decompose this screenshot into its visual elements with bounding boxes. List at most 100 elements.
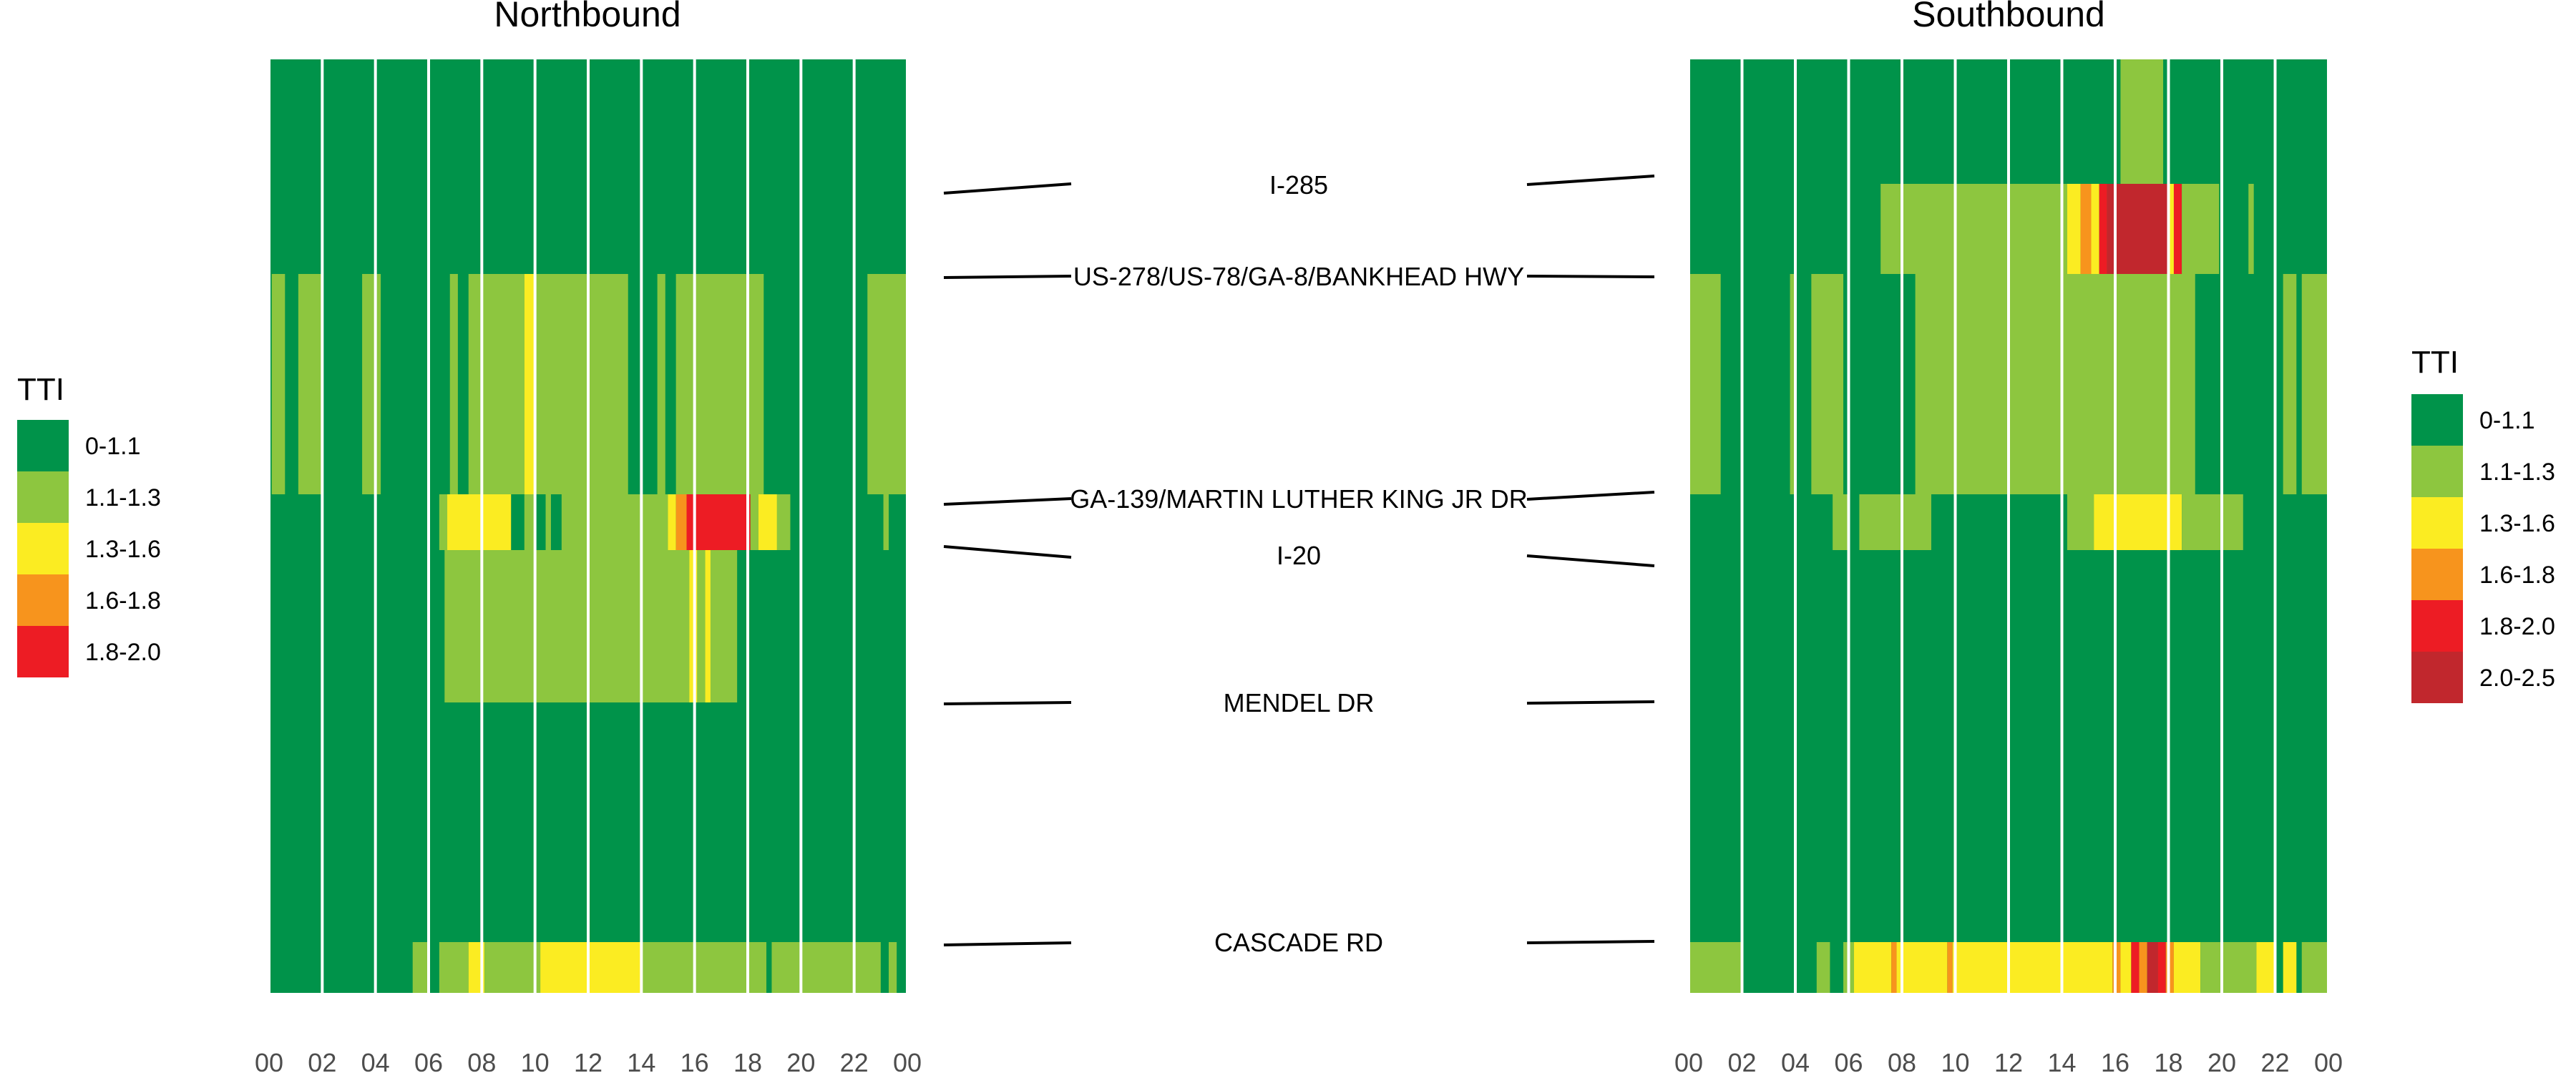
nb-cell-26 <box>710 550 738 702</box>
nb-cell-33 <box>771 942 881 993</box>
nb-x-tick-label: 06 <box>414 1048 443 1073</box>
location-label: I-20 <box>1277 541 1321 570</box>
nb-cell-3 <box>449 274 458 494</box>
sb-cell-11 <box>1689 274 1721 494</box>
connector-right <box>1526 491 1655 501</box>
sb-cell-10 <box>2248 184 2254 274</box>
nb-cell-5 <box>524 274 535 494</box>
sb-legend-title: TTI <box>2411 345 2459 380</box>
sb-cell-21 <box>2182 494 2243 550</box>
northbound-title: Northbound <box>494 0 680 34</box>
nb-legend-swatch <box>17 626 69 677</box>
location-label: I-285 <box>1269 170 1328 200</box>
sb-x-tick-label: 00 <box>2314 1048 2343 1073</box>
nb-cell-24 <box>697 550 706 702</box>
sb-cell-39 <box>2256 942 2275 993</box>
sb-x-tick-label: 04 <box>1781 1048 1810 1073</box>
sb-legend-label: 1.8-2.0 <box>2479 613 2555 640</box>
nb-cell-25 <box>705 550 711 702</box>
northbound-heatmap <box>268 59 909 993</box>
sb-cell-2 <box>2067 184 2081 274</box>
sb-cell-12 <box>1790 274 1795 494</box>
connector-left <box>943 701 1072 705</box>
nb-cell-22 <box>444 550 690 702</box>
sb-cell-37 <box>2173 942 2201 993</box>
connector-left <box>943 182 1072 195</box>
sb-x-tick-label: 22 <box>2260 1048 2289 1073</box>
nb-x-tick-label: 22 <box>840 1048 869 1073</box>
sb-cell-6 <box>2107 184 2169 274</box>
sb-cell-41 <box>2301 942 2328 993</box>
sb-legend-swatch <box>2411 549 2463 600</box>
nb-x-tick-label: 00 <box>893 1048 922 1073</box>
sb-cell-13 <box>1811 274 1844 494</box>
nb-cell-1 <box>298 274 323 494</box>
nb-x-tick-label: 14 <box>627 1048 655 1073</box>
sb-cell-23 <box>1816 942 1830 993</box>
nb-cell-7 <box>657 274 665 494</box>
nb-cell-27 <box>412 942 429 993</box>
sb-legend-label: 1.1-1.3 <box>2479 459 2555 486</box>
sb-x-tick-label: 20 <box>2207 1048 2236 1073</box>
connector-left <box>943 275 1072 279</box>
nb-legend-label: 1.8-2.0 <box>85 639 161 666</box>
sb-cell-19 <box>2067 494 2094 550</box>
nb-legend-swatch <box>17 420 69 471</box>
connector-left <box>943 497 1072 506</box>
sb-legend-label: 1.6-1.8 <box>2479 562 2555 589</box>
nb-cell-32 <box>641 942 767 993</box>
nb-cell-10 <box>439 494 448 550</box>
sb-cell-4 <box>2091 184 2099 274</box>
sb-x-tick-label: 10 <box>1941 1048 1969 1073</box>
nb-cell-4 <box>468 274 525 494</box>
sb-x-tick-label: 08 <box>1888 1048 1916 1073</box>
sb-x-tick-label: 06 <box>1834 1048 1863 1073</box>
connector-right <box>1526 175 1655 186</box>
sb-legend-label: 0-1.1 <box>2479 407 2535 434</box>
sb-cell-15 <box>2283 274 2297 494</box>
sb-cell-34 <box>2147 942 2158 993</box>
sb-cell-1 <box>1880 184 2067 274</box>
nb-x-tick-label: 20 <box>786 1048 815 1073</box>
sb-cell-17 <box>1833 494 1849 550</box>
nb-cell-18 <box>750 494 758 550</box>
nb-cell-2 <box>362 274 381 494</box>
sb-x-tick-label: 14 <box>2047 1048 2076 1073</box>
sb-x-tick-label: 12 <box>1994 1048 2023 1073</box>
sb-cell-3 <box>2080 184 2092 274</box>
location-label: US-278/US-78/GA-8/BANKHEAD HWY <box>1073 262 1524 291</box>
nb-x-tick-label: 08 <box>467 1048 496 1073</box>
sb-cell-22 <box>1689 942 1742 993</box>
nb-legend-label: 1.6-1.8 <box>85 587 161 614</box>
southbound-tti-legend: TTI 0-1.1 1.1-1.3 1.3-1.6 1.6-1.8 1.8-2.0 2.0-… <box>2411 345 2555 703</box>
nb-legend-swatch <box>17 574 69 626</box>
nb-cell-0 <box>271 274 286 494</box>
nb-x-tick-label: 18 <box>733 1048 762 1073</box>
nb-legend-swatch <box>17 471 69 523</box>
connector-left <box>943 941 1072 946</box>
nb-cell-6 <box>535 274 628 494</box>
nb-x-tick-label: 16 <box>680 1048 709 1073</box>
connector-right <box>1526 554 1655 567</box>
nb-cell-14 <box>561 494 668 550</box>
sb-legend-swatch <box>2411 394 2463 446</box>
sb-cell-18 <box>1859 494 1931 550</box>
location-label: GA-139/MARTIN LUTHER KING JR DR <box>1070 484 1527 514</box>
sb-cell-31 <box>2120 942 2132 993</box>
nb-x-tick-label: 12 <box>574 1048 602 1073</box>
nb-legend-label: 1.3-1.6 <box>85 536 161 563</box>
nb-cell-8 <box>675 274 764 494</box>
nb-cell-16 <box>675 494 687 550</box>
nb-x-tick-label: 10 <box>521 1048 550 1073</box>
sb-legend-swatch <box>2411 600 2463 652</box>
sb-legend-swatch <box>2411 497 2463 549</box>
sb-cell-16 <box>2301 274 2328 494</box>
sb-cell-33 <box>2139 942 2147 993</box>
sb-cell-25 <box>1853 942 1892 993</box>
nb-cell-21 <box>883 494 889 550</box>
location-labels: I-285 US-278/US-78/GA-8/BANKHEAD HWY GA-13… <box>1070 170 1527 957</box>
sb-cell-40 <box>2283 942 2297 993</box>
sb-cell-8 <box>2173 184 2182 274</box>
sb-legend-swatch <box>2411 652 2463 703</box>
